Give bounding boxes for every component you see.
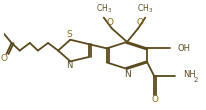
Text: O: O bbox=[137, 18, 144, 27]
Text: NH: NH bbox=[183, 70, 195, 79]
Text: N: N bbox=[124, 70, 130, 79]
Text: 2: 2 bbox=[194, 77, 198, 83]
Text: O: O bbox=[152, 95, 159, 104]
Text: O: O bbox=[0, 54, 7, 63]
Text: S: S bbox=[67, 30, 72, 39]
Text: OH: OH bbox=[178, 44, 191, 53]
Text: O: O bbox=[106, 18, 113, 27]
Text: CH$_3$: CH$_3$ bbox=[137, 3, 153, 15]
Text: CH$_3$: CH$_3$ bbox=[96, 3, 112, 15]
Text: N: N bbox=[66, 61, 73, 70]
